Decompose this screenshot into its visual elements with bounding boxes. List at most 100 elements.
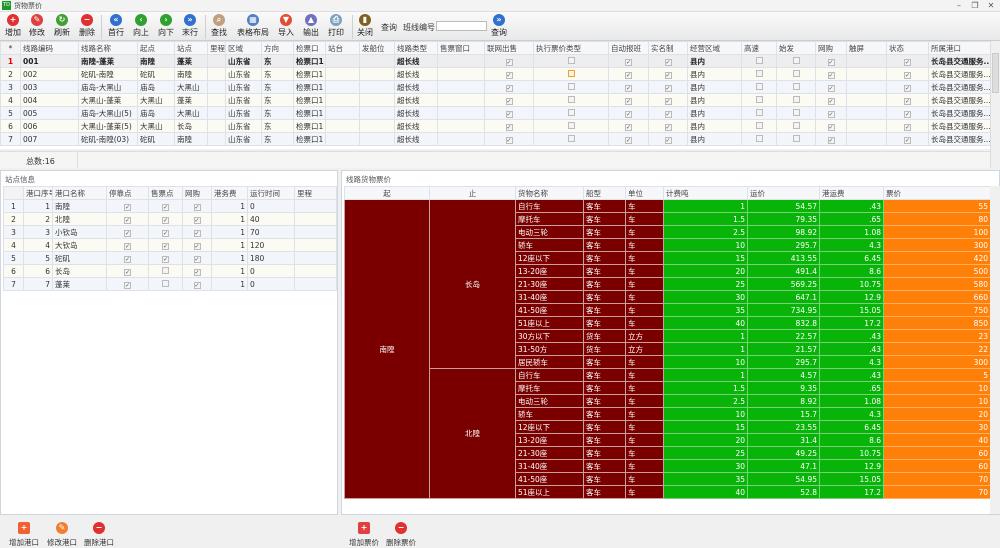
cell[interactable]: 大黑山	[137, 119, 175, 133]
column-header[interactable]: *	[0, 41, 21, 55]
cargo-name[interactable]: 30方以下	[515, 329, 584, 343]
restore-button[interactable]: ❐	[971, 1, 979, 10]
unit[interactable]: 车	[625, 420, 664, 434]
freight[interactable]: 647.1	[747, 290, 820, 304]
cell[interactable]: 检票口1	[293, 93, 326, 107]
price-row[interactable]: 轿车 客车车 10 15.7 4.3 20	[345, 407, 991, 421]
freight[interactable]: 569.25	[747, 277, 820, 291]
cargo-name[interactable]: 摩托车	[515, 212, 584, 226]
cell[interactable]: ✓	[106, 264, 149, 278]
cell[interactable]: ✓	[182, 251, 212, 265]
checkbox[interactable]: ✓	[162, 203, 169, 211]
cell[interactable]: 180	[247, 251, 295, 265]
price-row[interactable]: 13-20座 客车车 20 491.4 8.6 500	[345, 264, 991, 278]
cell[interactable]	[207, 67, 226, 81]
cell[interactable]	[741, 106, 777, 120]
cell[interactable]: ✓	[148, 225, 183, 239]
cell[interactable]: 东	[261, 93, 294, 107]
fare[interactable]: 55	[883, 199, 991, 213]
cell[interactable]: ✓	[106, 225, 149, 239]
fare[interactable]: 500	[883, 264, 991, 278]
toolbar-button-5[interactable]: ‹ 向上	[129, 14, 153, 38]
price-row[interactable]: 北隍 自行车 客车车 1 4.57.43 5	[345, 368, 991, 499]
toolbar-button-0[interactable]: + 增加	[1, 14, 25, 38]
billing-ton[interactable]: 1	[663, 199, 748, 213]
cell[interactable]: 0	[247, 277, 295, 291]
cell[interactable]: ✓	[648, 132, 688, 146]
toolbar-button-12[interactable]: ⎙ 打印	[324, 14, 348, 38]
cell[interactable]	[741, 80, 777, 94]
cell[interactable]: 2	[23, 212, 53, 226]
port-fee[interactable]: 6.45	[819, 251, 884, 265]
cell[interactable]: ✓	[484, 54, 534, 68]
checkbox[interactable]	[755, 82, 763, 90]
freight[interactable]: 54.95	[747, 472, 820, 486]
cell[interactable]: 大黑山	[174, 80, 208, 94]
billing-ton[interactable]: 1.5	[663, 381, 748, 395]
cell[interactable]: ✓	[648, 106, 688, 120]
cell[interactable]: ✓	[608, 106, 649, 120]
cell[interactable]: ✓	[886, 93, 929, 107]
checkbox[interactable]	[162, 279, 169, 287]
checkbox[interactable]	[792, 82, 800, 90]
cell[interactable]: ✓	[484, 106, 534, 120]
cell[interactable]: 1	[211, 225, 248, 239]
routes-grid[interactable]: * 线路编码 线路名称 起点 站点 里程 区域 方向 检票口 站台 发船位 线路类型 售票窗口 联网出售执…	[0, 41, 990, 149]
cell[interactable]: ✓	[815, 80, 847, 94]
column-header[interactable]: 港口名称	[52, 186, 107, 200]
cell[interactable]: 砣矶	[52, 251, 107, 265]
fare[interactable]: 60	[883, 446, 991, 460]
row-number[interactable]: 1	[3, 199, 24, 213]
column-header[interactable]: 执行票价类型	[533, 41, 609, 55]
cell[interactable]: ✓	[886, 54, 929, 68]
port-fee[interactable]: 17.2	[819, 485, 884, 499]
column-header[interactable]: 港务费	[211, 186, 248, 200]
cell[interactable]: ✓	[886, 119, 929, 133]
checkbox[interactable]	[792, 108, 800, 116]
checkbox[interactable]: ✓	[162, 229, 169, 237]
checkbox[interactable]: ✓	[162, 255, 169, 263]
ship-type[interactable]: 客车	[583, 225, 626, 239]
cell[interactable]	[294, 277, 337, 291]
from-port[interactable]: 南隍	[344, 199, 430, 499]
cell[interactable]: 南隍	[174, 132, 208, 146]
checkbox[interactable]: ✓	[124, 229, 131, 237]
cell[interactable]	[359, 93, 395, 107]
cargo-name[interactable]: 51座以上	[515, 485, 584, 499]
cell[interactable]	[846, 132, 887, 146]
checkbox[interactable]	[567, 82, 575, 90]
unit[interactable]: 车	[625, 459, 664, 473]
port-fee[interactable]: .65	[819, 381, 884, 395]
checkbox[interactable]	[567, 56, 575, 64]
cell[interactable]: 120	[247, 238, 295, 252]
port-fee[interactable]: 10.75	[819, 446, 884, 460]
cell[interactable]	[294, 264, 337, 278]
cell[interactable]: 检票口1	[293, 54, 326, 68]
column-header[interactable]: 售票窗口	[437, 41, 485, 55]
checkbox[interactable]: ✓	[124, 268, 131, 276]
cell[interactable]: 县内	[687, 67, 742, 81]
checkbox[interactable]: ✓	[124, 281, 131, 289]
cell[interactable]: 县内	[687, 119, 742, 133]
checkbox[interactable]	[792, 95, 800, 103]
column-header[interactable]: 计费吨	[663, 186, 748, 200]
cargo-name[interactable]: 居民轿车	[515, 355, 584, 369]
checkbox[interactable]: ✓	[505, 58, 513, 66]
prices-button-0[interactable]: + 增加票价	[344, 522, 384, 548]
cargo-name[interactable]: 13-20座	[515, 264, 584, 278]
cell[interactable]: ✓	[106, 251, 149, 265]
cell[interactable]: ✓	[815, 119, 847, 133]
cargo-name[interactable]: 电动三轮	[515, 225, 584, 239]
unit[interactable]: 车	[625, 199, 664, 213]
unit[interactable]: 车	[625, 290, 664, 304]
checkbox[interactable]: ✓	[904, 58, 911, 66]
cell[interactable]: 砣矶-南隍	[78, 67, 138, 81]
billing-ton[interactable]: 30	[663, 290, 748, 304]
cell[interactable]	[359, 132, 395, 146]
fare[interactable]: 850	[883, 316, 991, 330]
row-number[interactable]: 5	[0, 106, 21, 120]
checkbox[interactable]: ✓	[193, 242, 201, 250]
cell[interactable]: ✓	[106, 199, 149, 213]
billing-ton[interactable]: 1	[663, 342, 748, 356]
cell[interactable]	[741, 67, 777, 81]
